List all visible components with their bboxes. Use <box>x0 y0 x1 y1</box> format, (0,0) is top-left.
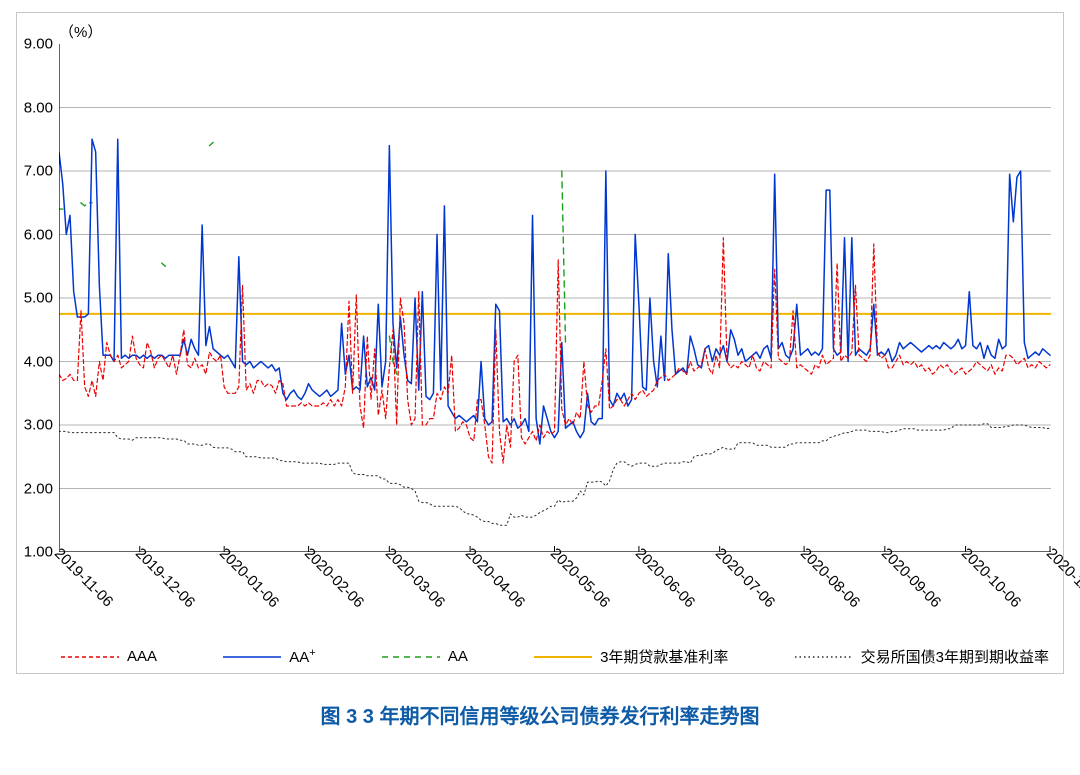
x-tick-label: 2020-04-06 <box>462 545 528 611</box>
legend-swatch-aa <box>380 647 442 667</box>
legend-swatch-aaa <box>59 647 121 667</box>
x-tick-label: 2020-10-06 <box>958 545 1024 611</box>
legend-swatch-loan3y <box>532 647 594 667</box>
y-tick-label: 9.00 <box>17 36 53 53</box>
legend-item-tbond3y: 交易所国债3年期到期收益率 <box>793 646 1049 667</box>
chart-frame: （%） 1.002.003.004.005.006.007.008.009.00… <box>16 12 1064 674</box>
x-tick-labels: 2019-11-062019-12-062020-01-062020-02-06… <box>59 552 1051 642</box>
x-tick-label: 2020-08-06 <box>797 545 863 611</box>
x-tick-label: 2020-11-06 <box>1043 545 1080 610</box>
y-tick-label: 4.00 <box>17 353 53 370</box>
legend-label: AAA <box>127 648 157 665</box>
legend-label: AA+ <box>289 647 315 666</box>
legend-item-aaa: AAA <box>59 647 157 667</box>
y-tick-label: 6.00 <box>17 226 53 243</box>
legend-label: AA <box>448 648 468 665</box>
y-tick-label: 1.00 <box>17 544 53 561</box>
x-tick-label: 2020-02-06 <box>301 545 367 611</box>
legend-swatch-tbond3y <box>793 647 855 667</box>
legend-label: 交易所国债3年期到期收益率 <box>861 646 1049 667</box>
legend-item-aa: AA <box>380 647 468 667</box>
plot-area: 1.002.003.004.005.006.007.008.009.00 <box>59 44 1051 552</box>
y-unit-label: （%） <box>59 21 1057 42</box>
y-tick-label: 3.00 <box>17 417 53 434</box>
chart-svg <box>59 44 1051 552</box>
legend-swatch-aaplus <box>221 647 283 667</box>
x-tick-label: 2019-12-06 <box>132 545 198 611</box>
x-tick-label: 2020-05-06 <box>547 545 613 611</box>
legend: AAA AA+ AA 3年期贷款基准利率 交易所国债3年期到期收益率 <box>23 642 1057 671</box>
legend-item-loan3y: 3年期贷款基准利率 <box>532 646 728 667</box>
x-tick-label: 2020-09-06 <box>878 545 944 611</box>
legend-item-aaplus: AA+ <box>221 647 315 667</box>
legend-label: 3年期贷款基准利率 <box>600 646 728 667</box>
y-tick-label: 7.00 <box>17 163 53 180</box>
x-tick-label: 2020-06-06 <box>631 545 697 611</box>
x-tick-label: 2020-07-06 <box>712 545 778 611</box>
y-tick-label: 5.00 <box>17 290 53 307</box>
x-tick-label: 2020-03-06 <box>382 545 448 611</box>
y-tick-label: 2.00 <box>17 480 53 497</box>
x-tick-label: 2020-01-06 <box>216 545 282 611</box>
chart-caption: 图 3 3 年期不同信用等级公司债券发行利率走势图 <box>321 700 760 729</box>
y-tick-label: 8.00 <box>17 99 53 116</box>
page-root: （%） 1.002.003.004.005.006.007.008.009.00… <box>0 0 1080 775</box>
x-tick-label: 2019-11-06 <box>51 545 116 610</box>
